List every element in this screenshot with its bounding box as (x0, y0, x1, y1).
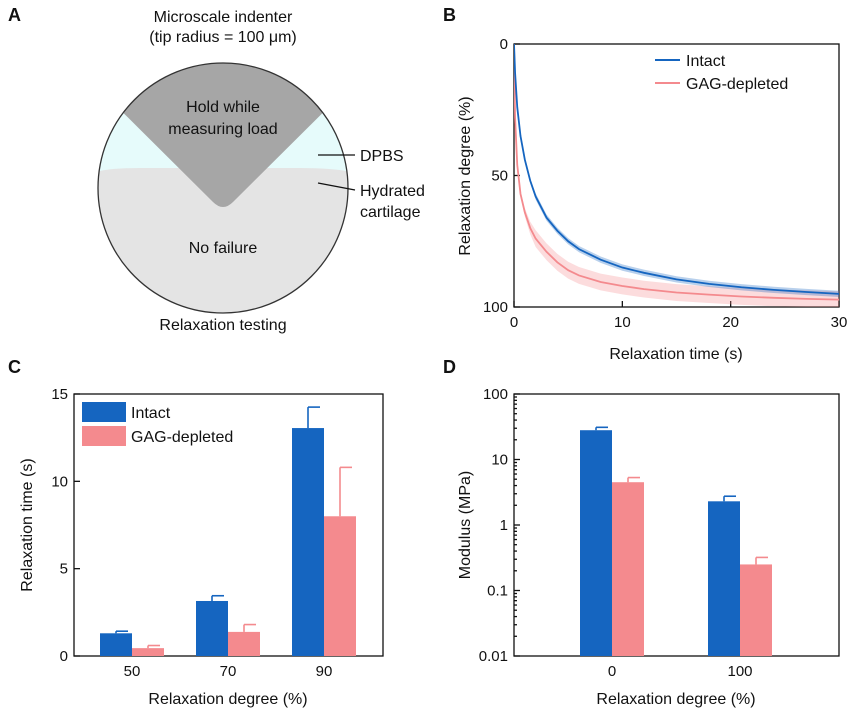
panel-c-xlabel: Relaxation degree (%) (148, 691, 307, 708)
panel-b-line-intact (514, 44, 839, 295)
panel-b-xlabel: Relaxation time (s) (609, 346, 742, 363)
panel-a: A Microscale indenter (tip radius = 100 … (8, 5, 425, 334)
panel-b-xtick-label: 30 (831, 314, 848, 331)
panel-c-ytick-label: 15 (51, 386, 68, 403)
panel-c-ytick-label: 5 (60, 561, 68, 578)
panel-d-bar-gag-depleted (740, 564, 772, 656)
panel-b-series (514, 44, 839, 307)
cartilage-label-line2: cartilage (360, 204, 421, 221)
panel-b-xtick-label: 20 (722, 314, 739, 331)
panel-c-legend-label: GAG-depleted (131, 429, 233, 446)
panel-c: C 0 5 10 15 50 70 90 Intact GAG-depleted Relaxa… (8, 357, 384, 708)
cartilage-label-line1: Hydrated (360, 183, 425, 200)
panel-d: D 0.01 0.1 1 10 100 0 100 Relaxation degree (%… (443, 357, 840, 708)
panel-c-bar-gag-depleted (132, 648, 164, 656)
panel-c-label: C (8, 357, 21, 377)
panel-b-xtick-label: 0 (510, 314, 518, 331)
panel-d-bar-intact (580, 430, 612, 656)
hydrated-cartilage (98, 168, 348, 313)
panel-b-legend: Intact GAG-depleted (655, 53, 788, 93)
panel-c-bar-intact (100, 633, 132, 656)
panel-a-caption: Relaxation testing (159, 317, 286, 334)
indenter-title-line1: Microscale indenter (154, 9, 293, 26)
panel-d-ytick-label: 0.1 (487, 583, 508, 600)
panel-a-label: A (8, 5, 21, 25)
panel-c-ylabel: Relaxation time (s) (19, 458, 36, 591)
panel-b-label: B (443, 5, 456, 25)
panel-c-bars (100, 406, 356, 656)
panel-c-bar-gag-depleted (324, 516, 356, 656)
panel-b: B 0 10 20 30 0 50 100 Intact GAG-depleted Relax… (443, 5, 847, 363)
panel-d-ytick-label: 1 (500, 517, 508, 534)
panel-c-bar-intact (292, 428, 324, 656)
panel-b-ylabel: Relaxation degree (%) (457, 96, 474, 255)
panel-b-ytick-label: 50 (491, 168, 508, 185)
hold-text-line2: measuring load (168, 121, 277, 138)
panel-c-legend-label: Intact (131, 405, 171, 422)
panel-d-bar-gag-depleted (612, 482, 644, 656)
panel-b-xtick-label: 10 (614, 314, 631, 331)
panel-d-ytick-label: 0.01 (479, 648, 508, 665)
panel-c-legend-swatch (82, 402, 126, 422)
panel-b-line-gag-depleted (514, 44, 839, 301)
panel-b-ytick-label: 0 (500, 36, 508, 53)
panel-c-ytick-label: 0 (60, 648, 68, 665)
panel-b-legend-label: Intact (686, 53, 726, 70)
panel-c-xtick-label: 50 (124, 663, 141, 680)
dpbs-label: DPBS (360, 148, 404, 165)
panel-d-ytick-label: 10 (491, 452, 508, 469)
panel-c-legend-swatch (82, 426, 126, 446)
schematic-circle-outline (97, 62, 349, 314)
panel-c-xtick-label: 90 (316, 663, 333, 680)
panel-d-bars (580, 426, 772, 656)
panel-b-ticks: 0 10 20 30 0 50 100 (483, 36, 847, 331)
cartilage-leader-line (317, 182, 356, 191)
panel-c-bar-intact (196, 600, 228, 656)
panel-b-legend-label: GAG-depleted (686, 76, 788, 93)
panel-d-label: D (443, 357, 456, 377)
panel-d-xtick-label: 0 (608, 663, 616, 680)
hold-text-line1: Hold while (186, 99, 260, 116)
panel-d-xtick-label: 100 (727, 663, 752, 680)
panel-c-ytick-label: 10 (51, 473, 68, 490)
panel-d-ytick-label: 100 (483, 386, 508, 403)
panel-c-xtick-label: 70 (220, 663, 237, 680)
panel-d-xlabel: Relaxation degree (%) (596, 691, 755, 708)
panel-b-ytick-label: 100 (483, 299, 508, 316)
panel-c-legend: Intact GAG-depleted (82, 402, 233, 446)
schematic-circle-content (98, 63, 348, 313)
no-failure-text: No failure (189, 240, 258, 257)
panel-d-ylabel: Modulus (MPa) (457, 471, 474, 579)
panel-c-ticks: 0 5 10 15 50 70 90 (51, 386, 332, 680)
panel-d-frame (513, 393, 840, 657)
panel-c-bar-gag-depleted (228, 631, 260, 656)
indenter-title-line2: (tip radius = 100 μm) (149, 29, 297, 46)
panel-d-bar-intact (708, 501, 740, 656)
